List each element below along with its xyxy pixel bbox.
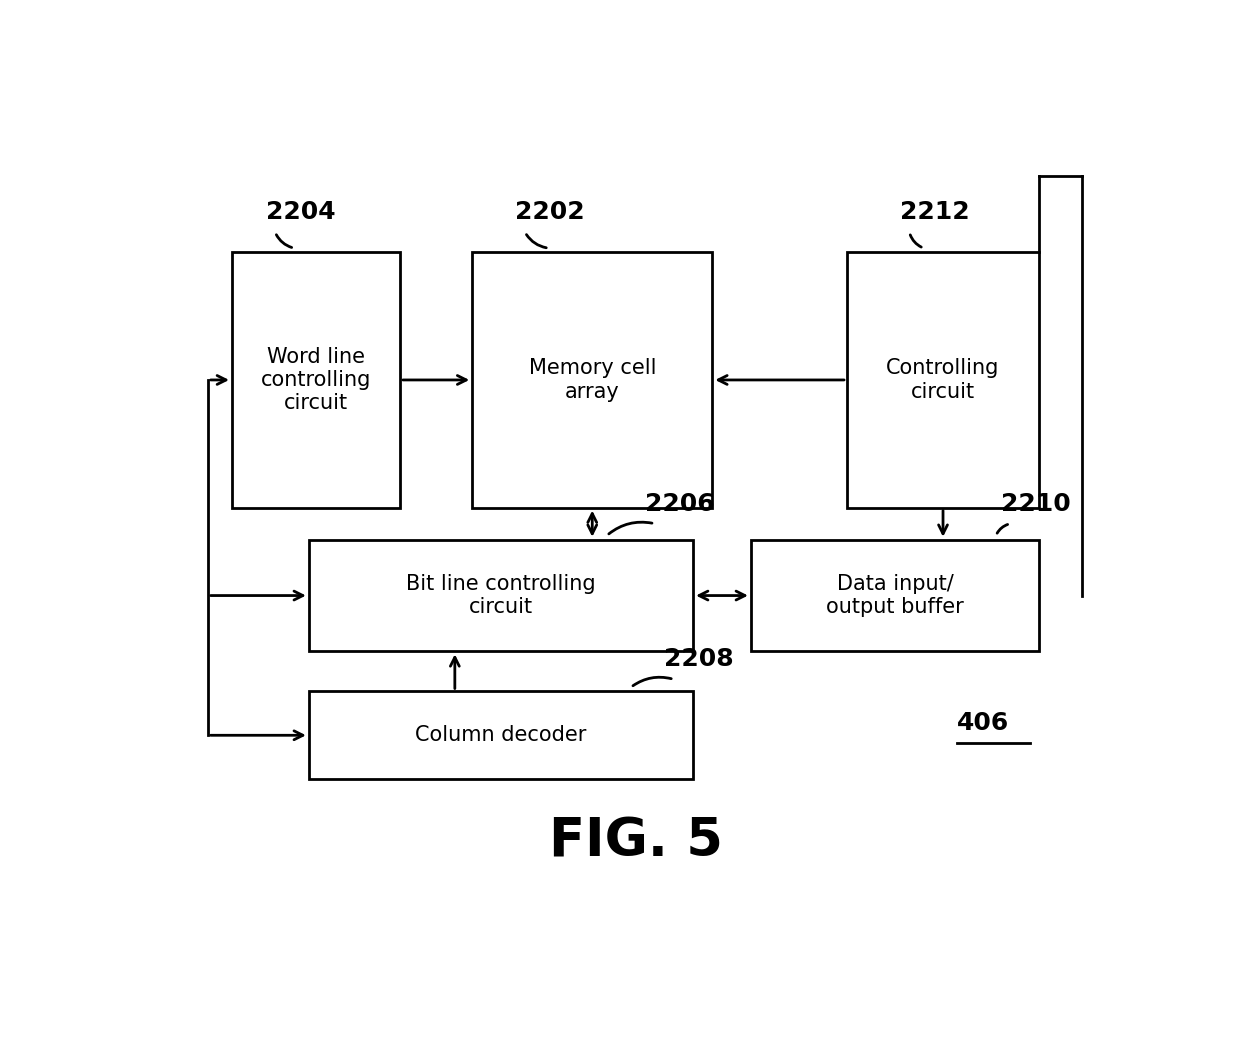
- Bar: [309, 539, 693, 651]
- Text: FIG. 5: FIG. 5: [548, 815, 723, 867]
- Bar: [232, 252, 401, 508]
- Text: Controlling
circuit: Controlling circuit: [887, 359, 999, 401]
- Bar: [472, 252, 713, 508]
- Text: 2210: 2210: [1001, 492, 1070, 515]
- Bar: [847, 252, 1039, 508]
- Text: 2202: 2202: [516, 200, 585, 224]
- Text: 406: 406: [957, 711, 1009, 735]
- Text: Bit line controlling
circuit: Bit line controlling circuit: [407, 573, 595, 617]
- Text: Data input/
output buffer: Data input/ output buffer: [826, 573, 963, 617]
- Bar: [751, 539, 1039, 651]
- Text: Memory cell
array: Memory cell array: [528, 359, 656, 401]
- Text: 2212: 2212: [900, 200, 970, 224]
- Text: 2208: 2208: [665, 647, 734, 671]
- Text: 2204: 2204: [265, 200, 335, 224]
- Text: Column decoder: Column decoder: [415, 725, 587, 746]
- Text: 2206: 2206: [645, 492, 714, 515]
- Text: Word line
controlling
circuit: Word line controlling circuit: [260, 346, 371, 413]
- Bar: [309, 692, 693, 779]
